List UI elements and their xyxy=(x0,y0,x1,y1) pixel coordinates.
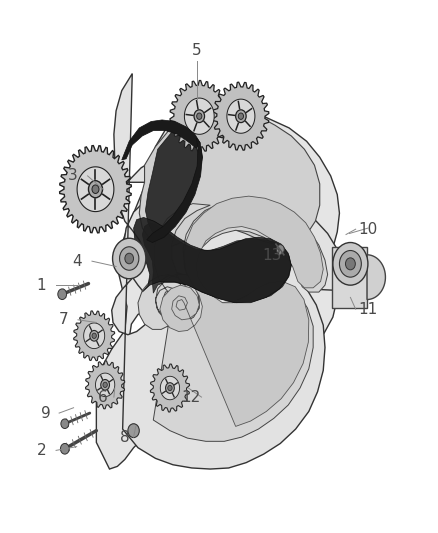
Circle shape xyxy=(61,419,69,429)
Circle shape xyxy=(168,385,172,391)
FancyBboxPatch shape xyxy=(332,247,367,308)
Polygon shape xyxy=(77,167,114,212)
Text: 7: 7 xyxy=(59,312,68,327)
Text: 5: 5 xyxy=(192,43,202,58)
Circle shape xyxy=(58,289,67,300)
Polygon shape xyxy=(134,217,291,303)
Circle shape xyxy=(128,424,139,438)
Text: 8: 8 xyxy=(120,430,130,445)
Circle shape xyxy=(113,238,146,279)
Polygon shape xyxy=(227,99,255,133)
Polygon shape xyxy=(213,82,269,150)
Polygon shape xyxy=(142,223,291,303)
Text: 1: 1 xyxy=(37,278,46,293)
Polygon shape xyxy=(74,311,115,361)
Polygon shape xyxy=(95,373,115,397)
Polygon shape xyxy=(138,200,328,441)
Circle shape xyxy=(90,330,99,341)
Circle shape xyxy=(125,253,134,264)
Circle shape xyxy=(60,443,69,454)
Circle shape xyxy=(339,251,361,277)
Circle shape xyxy=(276,245,284,254)
Circle shape xyxy=(101,379,110,390)
Circle shape xyxy=(194,110,205,123)
Text: 10: 10 xyxy=(358,222,378,237)
Polygon shape xyxy=(184,98,214,134)
Circle shape xyxy=(120,247,139,270)
Text: 9: 9 xyxy=(41,406,51,421)
Polygon shape xyxy=(60,146,131,233)
Text: 13: 13 xyxy=(262,248,281,263)
Circle shape xyxy=(238,113,244,119)
Polygon shape xyxy=(122,120,200,160)
Text: 2: 2 xyxy=(37,443,46,458)
Circle shape xyxy=(166,383,174,393)
Polygon shape xyxy=(85,361,125,409)
Text: 6: 6 xyxy=(98,390,108,405)
Circle shape xyxy=(92,185,99,193)
Circle shape xyxy=(197,113,202,119)
Polygon shape xyxy=(147,138,202,243)
Text: 11: 11 xyxy=(358,302,378,317)
Polygon shape xyxy=(112,74,343,469)
Circle shape xyxy=(103,382,107,387)
Polygon shape xyxy=(367,255,385,300)
Circle shape xyxy=(236,110,246,123)
Polygon shape xyxy=(96,104,339,469)
Polygon shape xyxy=(160,376,180,400)
Polygon shape xyxy=(170,80,229,152)
Text: 4: 4 xyxy=(72,254,81,269)
Polygon shape xyxy=(145,125,202,235)
Text: 12: 12 xyxy=(181,390,200,405)
Polygon shape xyxy=(150,364,190,412)
Polygon shape xyxy=(84,323,105,349)
Circle shape xyxy=(92,333,96,338)
Circle shape xyxy=(346,258,355,270)
Circle shape xyxy=(333,243,368,285)
Text: 3: 3 xyxy=(67,168,77,183)
Polygon shape xyxy=(160,196,323,426)
Circle shape xyxy=(88,181,102,198)
Polygon shape xyxy=(139,106,320,246)
